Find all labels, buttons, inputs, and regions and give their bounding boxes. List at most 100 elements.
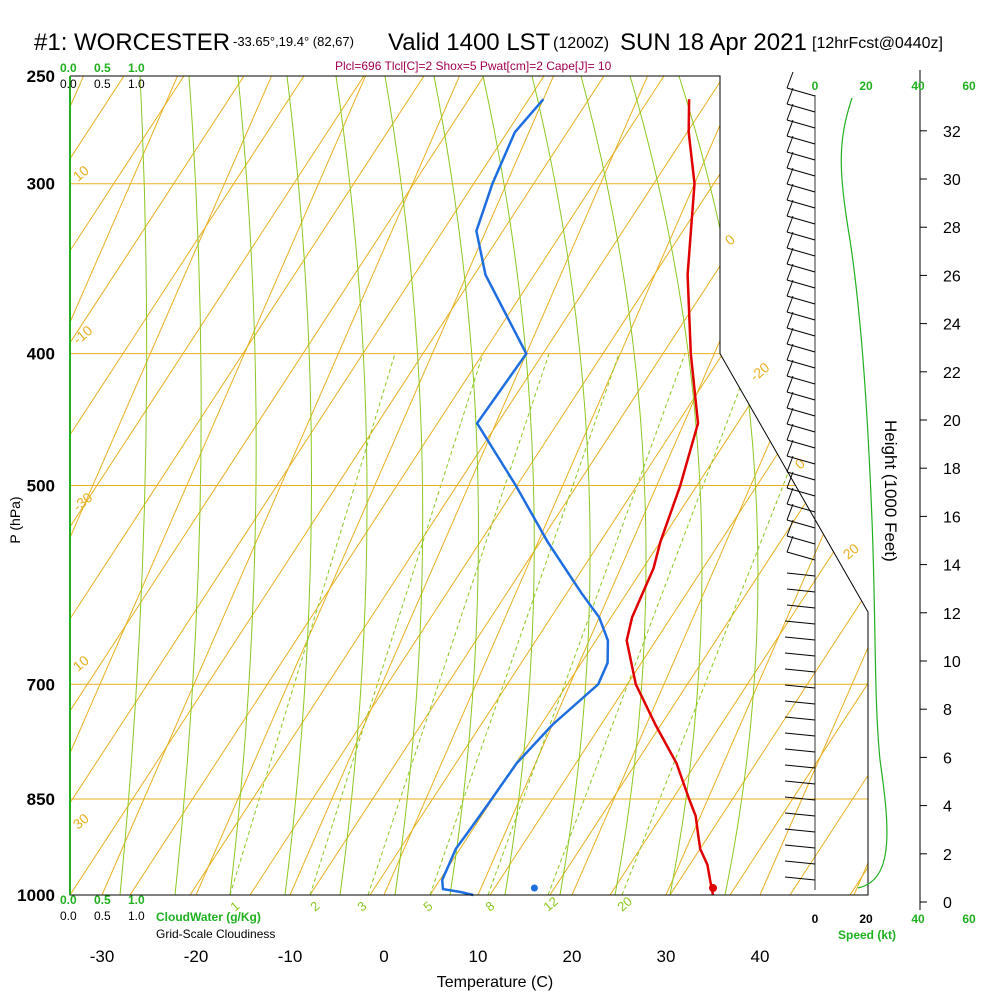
wind-barb [786,215,816,225]
wind-speed-tick-top: 40 [911,79,925,93]
cloudwater-tick-label: 1.0 [128,893,145,907]
dry-adiabat-line [70,76,451,895]
wind-barb [786,551,816,561]
wind-barb [786,135,816,145]
isotherm-line [370,76,800,895]
mixing-ratio-line [621,353,836,895]
height-axis-label: Height (1000 Feet) [881,420,900,562]
pressure-tick-label: 500 [27,477,55,496]
wind-barb [784,716,816,721]
wind-barb [786,279,816,289]
wind-speed-tick-top: 0 [812,79,819,93]
wind-barb [786,247,816,257]
dry-adiabat-line [429,76,868,895]
wind-barb-flag [786,391,794,409]
wind-speed-tick-bottom: 40 [911,912,925,926]
dry-adiabat-line [70,76,151,895]
wind-barb [784,732,816,737]
temperature-tick-label: 10 [469,947,488,966]
pressure-tick-label: 700 [27,675,55,694]
isotherm-line [70,76,424,895]
wind-barb-flag [786,71,794,89]
pressure-tick-label: 400 [27,345,55,364]
wind-barb-flag [786,375,794,393]
wind-barb [784,652,816,657]
mixing-ratio-line [547,353,754,895]
wind-barb-flag [786,519,794,537]
height-tick-label: 22 [943,365,961,382]
mixing-ratio-line [487,353,686,895]
isotherm-line [182,76,612,895]
dry-adiabat-line [549,76,868,895]
pressure-tick-label: 1000 [17,886,55,905]
wind-barb-flag [786,151,794,169]
wind-barb-flag [786,183,794,201]
isotherm-label: 30 [70,810,92,832]
pressure-tick-label: 300 [27,175,55,194]
wind-barb-flag [786,279,794,297]
height-tick-label: 6 [943,750,952,767]
mixing-ratio-label: 8 [482,898,497,914]
cloudiness-label: Grid-Scale Cloudiness [156,927,275,941]
indices-line: Plcl=696 Tlcl[C]=2 Shox=5 Pwat[cm]=2 Cap… [335,59,612,73]
dry-adiabat-line [669,76,868,895]
wind-barb [786,519,816,529]
mixing-ratio-label: 3 [354,898,369,914]
height-tick-label: 16 [943,509,961,526]
height-tick-label: 30 [943,172,961,189]
wind-barb-flag [786,119,794,137]
wind-barb [784,780,816,785]
wind-barb-flag [786,535,794,553]
wind-barb [786,455,816,465]
isotherm-label: 10 [70,162,92,184]
cloudwater-label: CloudWater (g/Kg) [156,910,261,924]
wind-barb-flag [786,199,794,217]
wind-barb [786,295,816,305]
cloudiness-tick-label: 0.5 [94,909,111,923]
dewpoint-trace [440,98,610,897]
temperature-tick-label: 40 [751,947,770,966]
wind-barb [786,151,816,161]
wind-barb [784,620,816,625]
height-tick-label: 14 [943,558,961,575]
isotherm-label: -10 [70,322,96,347]
isotherm-label: 10 [70,652,92,674]
wind-barb [784,636,816,641]
wind-barb [786,588,816,593]
height-tick-label: 24 [943,317,961,334]
wind-barb [784,748,816,753]
cloudiness-tick-label: 1.0 [128,909,145,923]
wind-barb-flag [786,423,794,441]
dry-adiabat-line [70,76,91,895]
station-title: #1: WORCESTER [34,29,230,56]
cloudiness-tick-label: 0.0 [60,909,77,923]
isotherm-line [70,76,236,895]
wind-barb [786,407,816,417]
height-tick-label: 8 [943,702,952,719]
station-coords: -33.65°,19.4° (82,67) [233,34,354,49]
valid-date: SUN 18 Apr 2021 [620,29,807,56]
wind-barb [786,391,816,401]
dry-adiabat-line [849,76,868,895]
wind-barb-flag [786,247,794,265]
surface-dewpoint-marker [530,884,538,892]
temperature-tick-label: 30 [657,947,676,966]
wind-barb [786,231,816,241]
wind-barb [784,764,816,769]
wind-barb [786,439,816,449]
wind-barb [784,876,816,881]
height-tick-label: 0 [943,895,952,912]
wind-barb [786,311,816,321]
temperature-tick-label: 0 [379,947,388,966]
height-tick-label: 28 [943,220,961,237]
cloudiness-tick-label: 1.0 [128,77,145,91]
dry-adiabat-line [609,76,868,895]
wind-barb-flag [786,343,794,361]
wind-barb-flag [786,311,794,329]
pressure-tick-label: 850 [27,790,55,809]
wind-speed-tick-bottom: 60 [962,912,976,926]
dry-adiabat-line [489,76,868,895]
wind-speed-label: Speed (kt) [838,928,896,942]
x-axis-label: Temperature (C) [437,974,553,991]
wind-barb [784,860,816,865]
